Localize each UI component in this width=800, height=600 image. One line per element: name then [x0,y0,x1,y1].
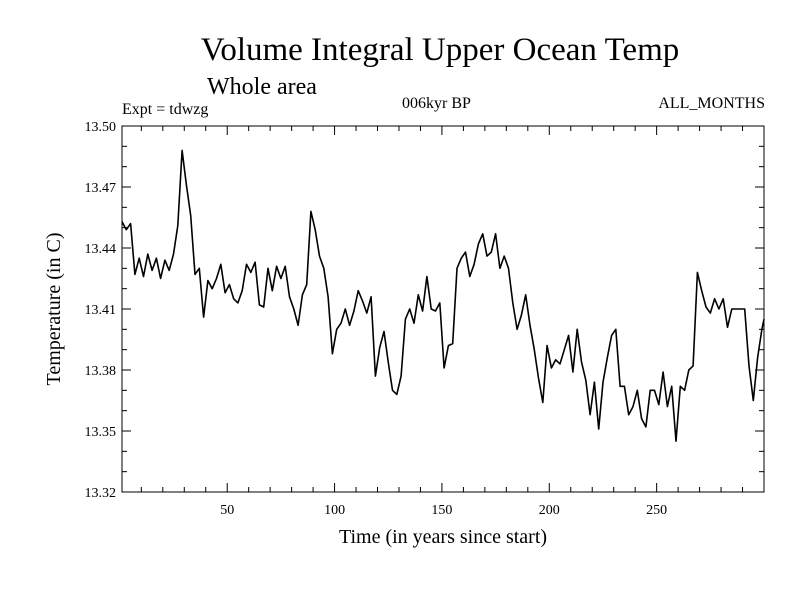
y-tick-label: 13.32 [85,486,117,501]
axis-ticks [122,126,764,492]
y-tick-label: 13.35 [85,425,117,440]
y-tick-label: 13.38 [85,364,117,379]
months-label: ALL_MONTHS [658,95,765,112]
x-tick-label: 50 [220,503,234,518]
x-axis-label: Time (in years since start) [339,526,547,548]
y-tick-label: 13.44 [85,242,117,257]
x-tick-label: 200 [539,503,560,518]
series-line [121,149,765,442]
y-tick-label: 13.47 [85,181,117,196]
x-tick-label: 250 [646,503,667,518]
chart-title: Volume Integral Upper Ocean Temp [200,32,680,68]
x-tick-labels: 50 100 150 200 250 [220,503,667,518]
plot-frame [121,125,765,493]
y-axis-label: Temperature (in C) [43,233,65,386]
x-tick-label: 150 [431,503,452,518]
chart-subtitle: Whole area [207,74,317,100]
y-tick-label: 13.41 [85,303,117,318]
period-label: 006kyr BP [402,95,471,112]
y-tick-labels: 13.32 13.35 13.38 13.41 13.44 13.47 13.50 [85,120,117,501]
x-tick-label: 100 [324,503,345,518]
experiment-label: Expt = tdwzg [122,101,209,118]
y-tick-label: 13.50 [85,120,117,135]
